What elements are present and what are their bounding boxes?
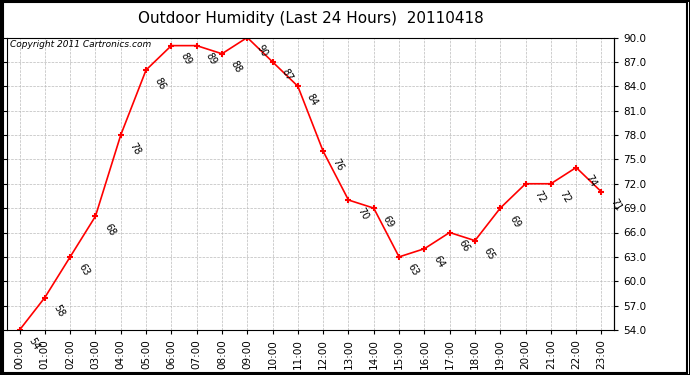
Text: 70: 70	[355, 206, 371, 221]
Text: 66: 66	[457, 238, 471, 254]
Text: 54: 54	[26, 336, 41, 351]
Text: 90: 90	[254, 43, 269, 58]
Text: 63: 63	[77, 262, 92, 278]
Text: Copyright 2011 Cartronics.com: Copyright 2011 Cartronics.com	[10, 40, 151, 50]
Text: Outdoor Humidity (Last 24 Hours)  20110418: Outdoor Humidity (Last 24 Hours) 2011041…	[137, 11, 484, 26]
Text: 89: 89	[204, 51, 218, 67]
Text: 84: 84	[305, 92, 319, 107]
Text: 86: 86	[153, 75, 168, 91]
Text: 76: 76	[330, 157, 345, 172]
Text: 64: 64	[431, 254, 446, 270]
Text: 88: 88	[229, 59, 244, 75]
Text: 71: 71	[609, 197, 623, 213]
Text: 74: 74	[583, 173, 598, 189]
Text: 65: 65	[482, 246, 497, 262]
Text: 69: 69	[381, 214, 395, 229]
Text: 58: 58	[52, 303, 67, 319]
Text: 68: 68	[102, 222, 117, 237]
Text: 72: 72	[558, 189, 573, 205]
Text: 89: 89	[178, 51, 193, 67]
Text: 87: 87	[279, 68, 295, 83]
Text: 72: 72	[533, 189, 547, 205]
Text: 78: 78	[128, 141, 143, 156]
Text: 63: 63	[406, 262, 421, 278]
Text: 69: 69	[507, 214, 522, 229]
